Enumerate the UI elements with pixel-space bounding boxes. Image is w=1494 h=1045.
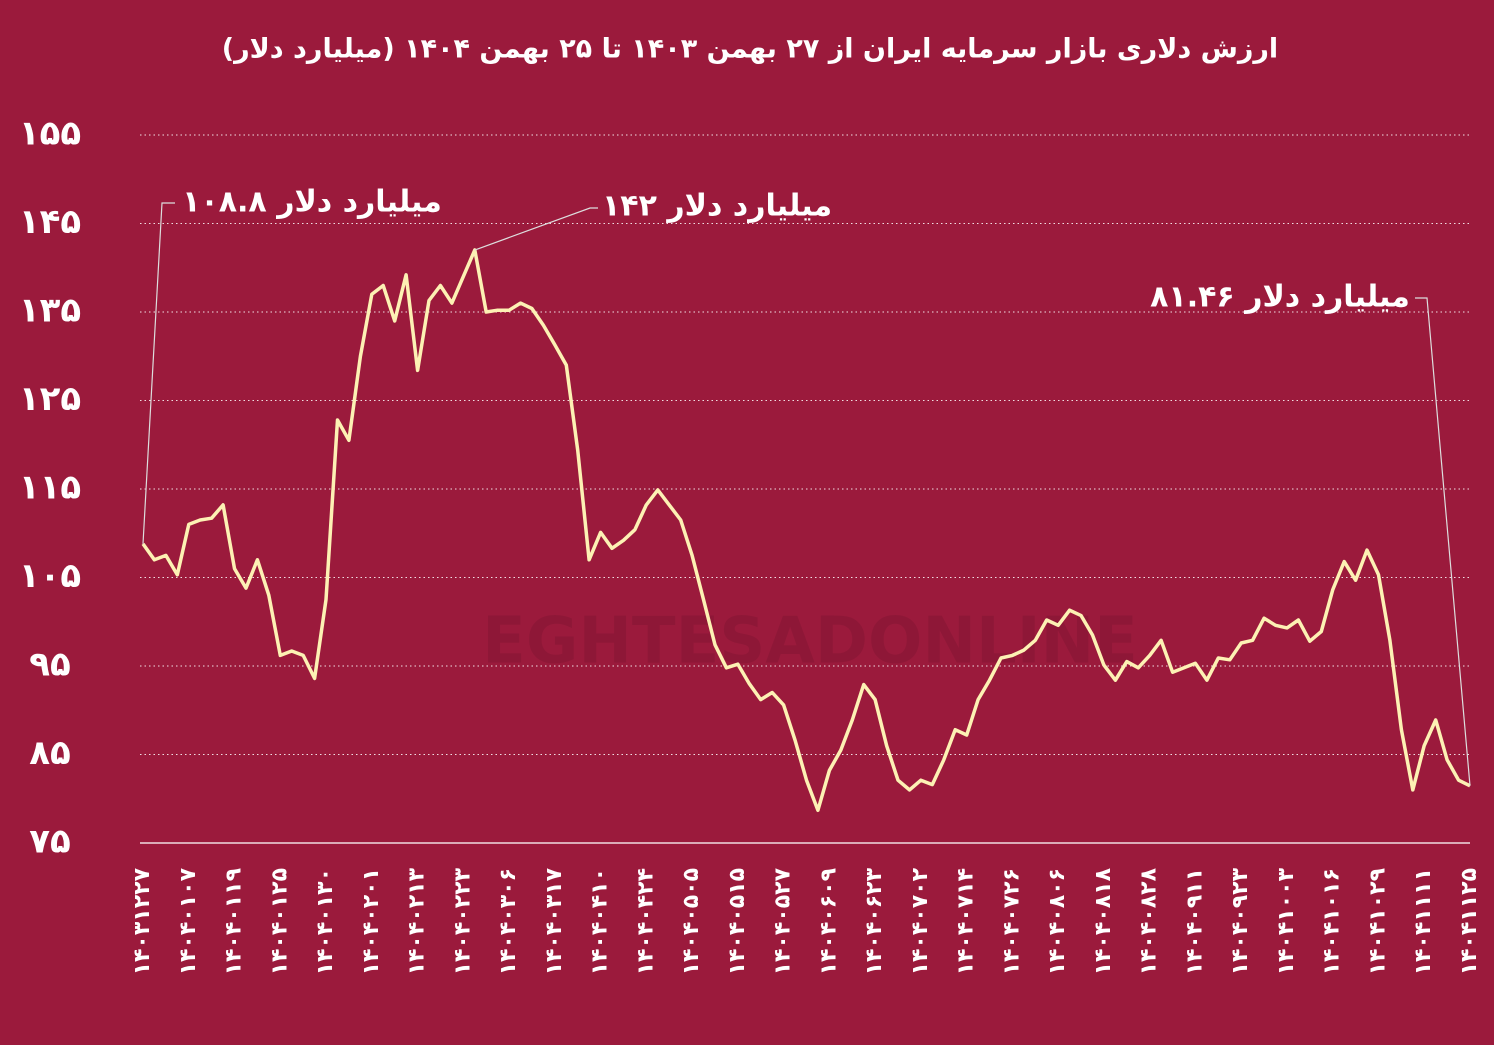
x-tick-label: ۱۴۰۴۰۷۲۶ xyxy=(999,868,1024,975)
data-line xyxy=(141,248,1471,813)
annotation: ۸۱.۴۶ میلیارد دلار xyxy=(1150,280,1410,315)
x-tick-label: ۱۴۰۴۰۳۰۶ xyxy=(496,868,521,975)
annotation-leader xyxy=(142,202,175,544)
y-tick-label: ۷۵ xyxy=(29,822,71,862)
y-tick-label: ۱۲۵ xyxy=(19,379,81,419)
x-tick-label: ۱۴۰۴۱۱۱۱ xyxy=(1411,868,1436,975)
x-tick-label: ۱۴۰۳۱۲۲۷ xyxy=(130,867,155,975)
x-tick-label: ۱۴۰۴۰۶۲۳ xyxy=(862,867,887,975)
x-tick-label: ۱۴۰۴۰۷۰۲ xyxy=(908,867,933,975)
x-tick-label: ۱۴۰۴۱۰۱۶ xyxy=(1320,868,1345,975)
y-tick-label: ۱۱۵ xyxy=(19,468,81,508)
x-tick-label: ۱۴۰۴۰۱۱۹ xyxy=(222,868,247,975)
x-tick-label: ۱۴۰۴۰۶۰۹ xyxy=(816,868,841,975)
x-tick-label: ۱۴۰۴۰۹۲۳ xyxy=(1228,867,1253,975)
x-tick-label: ۱۴۰۴۰۷۱۴ xyxy=(954,868,979,975)
x-tick-label: ۱۴۰۴۰۹۱۱ xyxy=(1182,868,1207,975)
y-tick-label: ۱۴۵ xyxy=(19,202,81,242)
x-tick-label: ۱۴۰۴۰۴۱۰ xyxy=(588,868,613,975)
x-tick-label: ۱۴۰۴۰۲۰۱ xyxy=(359,868,384,975)
y-tick-label: ۸۵ xyxy=(29,733,71,773)
y-tick-label: ۱۰۵ xyxy=(19,556,81,596)
x-tick-label: ۱۴۰۴۱۱۲۵ xyxy=(1457,868,1482,975)
x-tick-label: ۱۴۰۴۰۱۰۷ xyxy=(176,867,201,975)
annotation: ۱۰۸.۸ میلیارد دلار xyxy=(182,185,442,220)
x-tick-label: ۱۴۰۴۰۸۰۶ xyxy=(1045,868,1070,975)
y-tick-label: ۹۵ xyxy=(29,645,71,685)
x-tick-label: ۱۴۰۴۰۳۱۷ xyxy=(542,867,567,975)
chart-title: ارزش دلاری بازار سرمایه ایران از ۲۷ بهمن… xyxy=(222,34,1278,65)
x-tick-label: ۱۴۰۴۰۸۲۸ xyxy=(1137,867,1162,975)
x-tick-label: ۱۴۰۴۰۱۲۵ xyxy=(267,868,292,975)
x-tick-label: ۱۴۰۴۰۲۲۳ xyxy=(450,867,475,975)
annotation: ۱۴۲ میلیارد دلار xyxy=(602,189,832,224)
x-tick-label: ۱۴۰۴۰۴۲۴ xyxy=(633,868,658,975)
watermark: EGHTESADONLINE xyxy=(482,605,1138,679)
x-tick-label: ۱۴۰۴۰۵۲۷ xyxy=(771,867,796,975)
x-tick-label: ۱۴۰۴۰۲۱۳ xyxy=(405,867,430,975)
x-tick-label: ۱۴۰۴۰۸۱۸ xyxy=(1091,867,1116,975)
x-tick-label: ۱۴۰۴۰۵۰۵ xyxy=(679,868,704,975)
x-tick-label: ۱۴۰۴۱۰۲۹ xyxy=(1365,868,1390,975)
y-tick-label: ۱۵۵ xyxy=(19,114,81,154)
annotation-leader xyxy=(1415,297,1471,786)
x-tick-label: ۱۴۰۴۰۱۳۰ xyxy=(313,868,338,975)
x-tick-label: ۱۴۰۴۰۵۱۵ xyxy=(725,868,750,975)
annotation-leader xyxy=(474,207,598,251)
x-tick-label: ۱۴۰۴۱۰۰۳ xyxy=(1274,867,1299,975)
y-tick-label: ۱۳۵ xyxy=(19,291,81,331)
